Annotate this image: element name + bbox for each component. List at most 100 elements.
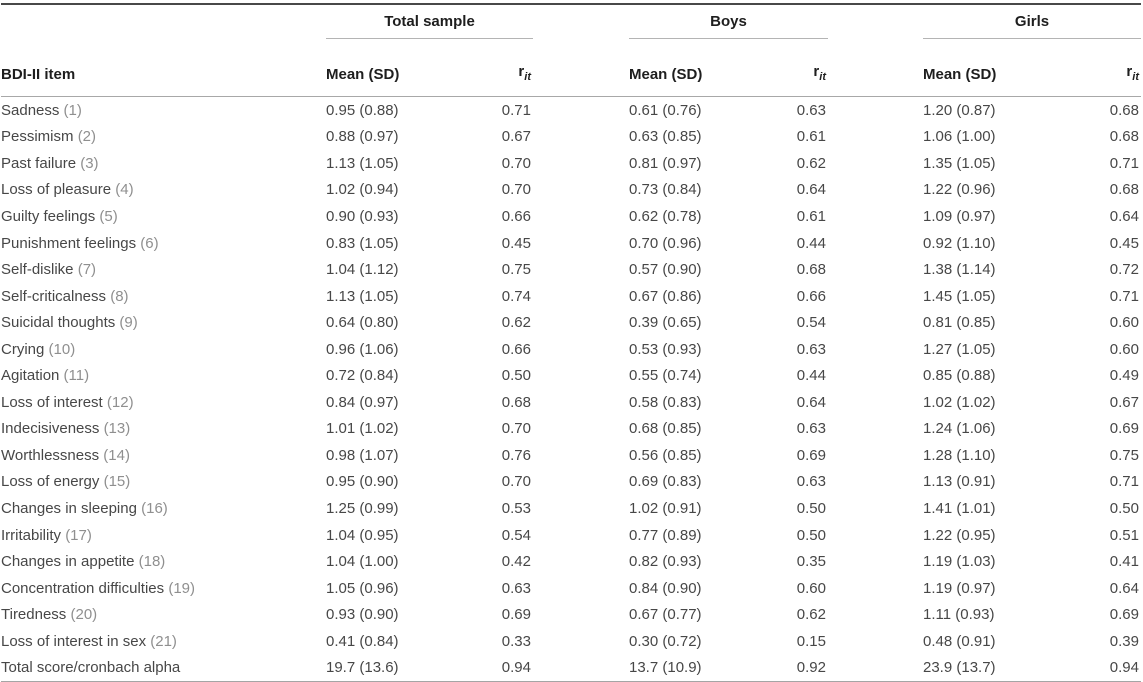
- item-total-correlation-cell: 0.76: [501, 446, 531, 464]
- item-label: Suicidal thoughts: [1, 314, 116, 332]
- item-total-correlation-cell: 0.70: [501, 154, 531, 172]
- column-gap: [828, 38, 923, 97]
- group-header-total-sample: Total sample: [326, 4, 533, 39]
- column-gap: [828, 469, 923, 496]
- item-total-correlation-cell: 0.61: [796, 128, 826, 146]
- item-label: Agitation: [1, 367, 60, 385]
- item-total-correlation-cell: 0.44: [796, 367, 826, 385]
- item-number: (20): [70, 606, 98, 624]
- item-total-correlation-cell: 0.64: [1109, 579, 1139, 597]
- table-row: Concentration difficulties (19) 1.05 (0.9…: [1, 575, 1141, 602]
- item-cell: Guilty feelings (5): [1, 203, 326, 230]
- item-label: Changes in appetite: [1, 553, 135, 571]
- column-gap: [533, 548, 629, 575]
- mean-sd-cell: 0.98 (1.07): [326, 446, 399, 464]
- item-total-correlation-cell: 0.63: [501, 579, 531, 597]
- column-gap: [533, 362, 629, 389]
- mean-sd-cell: 0.95 (0.88): [326, 101, 399, 119]
- item-number: (12): [106, 393, 134, 411]
- item-total-correlation-cell: 0.67: [501, 128, 531, 146]
- mean-sd-cell: 0.85 (0.88): [923, 367, 996, 385]
- item-cell: Pessimism (2): [1, 124, 326, 151]
- item-number: (15): [103, 473, 131, 491]
- item-total-correlation-cell: 0.71: [1109, 287, 1139, 305]
- item-cell: Changes in appetite (18): [1, 548, 326, 575]
- mean-sd-cell: 0.68 (0.85): [629, 420, 702, 438]
- column-gap: [828, 522, 923, 549]
- item-total-correlation-cell: 0.69: [1109, 606, 1139, 624]
- item-total-correlation-cell: 0.71: [501, 101, 531, 119]
- mean-sd-cell: 1.01 (1.02): [326, 420, 399, 438]
- item-cell: Indecisiveness (13): [1, 416, 326, 443]
- column-header-row: BDI-II item Mean (SD) rit Mean (SD) rit …: [1, 38, 1141, 97]
- mean-sd-cell: 0.95 (0.90): [326, 473, 399, 491]
- item-number: (10): [48, 340, 76, 358]
- item-cell: Sadness (1): [1, 97, 326, 124]
- item-total-correlation-cell: 0.49: [1109, 367, 1139, 385]
- table-row: Self-dislike (7) 1.04 (1.12) 0.75 0.57 (0.9…: [1, 256, 1141, 283]
- column-gap: [828, 150, 923, 177]
- table-row: Changes in sleeping (16) 1.25 (0.99) 0.53 1…: [1, 495, 1141, 522]
- column-gap: [533, 177, 629, 204]
- item-total-correlation-cell: 0.72: [1109, 261, 1139, 279]
- item-cell: Worthlessness (14): [1, 442, 326, 469]
- column-gap: [533, 38, 629, 97]
- column-gap: [533, 97, 629, 124]
- item-total-correlation-cell: 0.53: [501, 499, 531, 517]
- table-row: Irritability (17) 1.04 (0.95) 0.54 0.77 (0.…: [1, 522, 1141, 549]
- column-header-mean-sd-total: Mean (SD): [326, 38, 461, 97]
- mean-sd-cell: 0.96 (1.06): [326, 340, 399, 358]
- column-gap: [828, 309, 923, 336]
- item-total-correlation-cell: 0.54: [501, 526, 531, 544]
- group-gap: [828, 4, 923, 39]
- rit-subscript: it: [819, 71, 826, 83]
- mean-sd-cell: 0.88 (0.97): [326, 128, 399, 146]
- column-gap: [533, 628, 629, 655]
- mean-sd-cell: 1.19 (0.97): [923, 579, 996, 597]
- item-total-correlation-cell: 0.15: [796, 632, 826, 650]
- item-number: (19): [168, 579, 196, 597]
- table-row: Past failure (3) 1.13 (1.05) 0.70 0.81 (0.9…: [1, 150, 1141, 177]
- item-cell: Concentration difficulties (19): [1, 575, 326, 602]
- item-cell: Changes in sleeping (16): [1, 495, 326, 522]
- table-row: Indecisiveness (13) 1.01 (1.02) 0.70 0.68 (…: [1, 416, 1141, 443]
- mean-sd-cell: 0.58 (0.83): [629, 393, 702, 411]
- item-cell: Crying (10): [1, 336, 326, 363]
- item-total-correlation-cell: 0.50: [1109, 499, 1139, 517]
- table-row: Total score/cronbach alpha 19.7 (13.6) 0.…: [1, 654, 1141, 682]
- item-total-correlation-cell: 0.66: [501, 207, 531, 225]
- column-gap: [533, 601, 629, 628]
- item-cell: Loss of pleasure (4): [1, 177, 326, 204]
- item-number: (4): [115, 181, 134, 199]
- item-total-correlation-cell: 0.61: [796, 207, 826, 225]
- item-total-correlation-cell: 0.74: [501, 287, 531, 305]
- table-row: Self-criticalness (8) 1.13 (1.05) 0.74 0.67…: [1, 283, 1141, 310]
- mean-sd-cell: 0.67 (0.86): [629, 287, 702, 305]
- item-label: Self-criticalness: [1, 287, 107, 305]
- mean-sd-cell: 0.82 (0.93): [629, 553, 702, 571]
- mean-sd-cell: 1.11 (0.93): [923, 606, 995, 624]
- mean-sd-cell: 1.45 (1.05): [923, 287, 996, 305]
- mean-sd-cell: 0.69 (0.83): [629, 473, 702, 491]
- group-header-boys: Boys: [629, 4, 828, 39]
- column-header-bdi-item: BDI-II item: [1, 38, 326, 97]
- group-header-row: Total sample Boys Girls: [1, 4, 1141, 39]
- rit-subscript: it: [1132, 71, 1139, 83]
- item-total-correlation-cell: 0.62: [796, 606, 826, 624]
- item-number: (18): [138, 553, 166, 571]
- item-total-correlation-cell: 0.68: [1109, 181, 1139, 199]
- item-number: (11): [63, 367, 90, 385]
- item-label: Loss of interest: [1, 393, 103, 411]
- table-row: Tiredness (20) 0.93 (0.90) 0.69 0.67 (0.77)…: [1, 601, 1141, 628]
- mean-sd-cell: 1.22 (0.95): [923, 526, 996, 544]
- mean-sd-cell: 1.28 (1.10): [923, 446, 996, 464]
- mean-sd-cell: 19.7 (13.6): [326, 654, 461, 682]
- mean-sd-cell: 0.56 (0.85): [629, 446, 702, 464]
- item-label: Tiredness: [1, 606, 67, 624]
- item-total-correlation-cell: 0.92: [756, 654, 828, 682]
- item-total-correlation-cell: 0.70: [501, 181, 531, 199]
- column-gap: [828, 389, 923, 416]
- mean-sd-cell: 0.73 (0.84): [629, 181, 702, 199]
- mean-sd-cell: 13.7 (10.9): [629, 654, 756, 682]
